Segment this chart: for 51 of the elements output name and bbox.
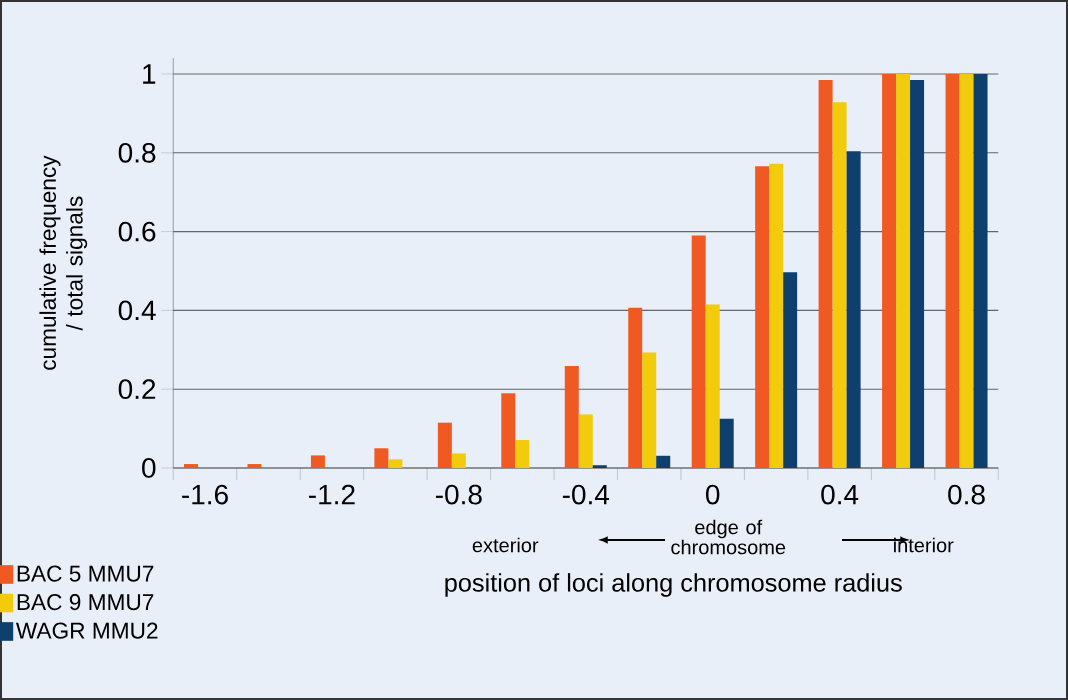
text: interior: [894, 537, 954, 553]
bar: [755, 166, 770, 468]
x-axis-title: position of loci along chromosome radius: [445, 573, 902, 597]
x-tick-label: -1.6: [182, 484, 228, 505]
y-tick-label: 0.6: [118, 221, 156, 242]
bar: [818, 79, 833, 468]
bar: [388, 459, 403, 468]
x-tick-label: 0.4: [821, 484, 859, 505]
bar: [515, 440, 530, 468]
bar: [628, 307, 643, 468]
y-tick-label: 0: [142, 458, 156, 478]
bar: [910, 79, 925, 468]
bar: [769, 163, 784, 468]
bar: [945, 73, 960, 468]
x-tick-label: -0.4: [562, 484, 610, 505]
text: exterior: [472, 537, 539, 553]
bar: [247, 464, 262, 468]
bar: [719, 418, 734, 468]
y-axis-title: cumulative frequency / total signals: [39, 155, 88, 370]
bar: [184, 464, 199, 468]
bar: [705, 304, 720, 468]
y-tick-label: 0.8: [118, 142, 156, 163]
y-tick-label: 0.2: [118, 379, 156, 400]
bar: [832, 102, 847, 468]
bar: [310, 455, 325, 468]
y-tick-label: 1: [143, 64, 156, 84]
bar: [882, 73, 897, 468]
x-tick-label: -1.2: [309, 484, 355, 505]
bar: [959, 73, 974, 468]
y-tick-label: 0.4: [118, 300, 156, 321]
legend-label: BAC 9 MMU7: [17, 594, 154, 611]
bar: [592, 465, 607, 468]
bar: [374, 448, 389, 468]
legend-label: BAC 5 MMU7: [17, 565, 154, 582]
legend-label: WAGR MMU2: [15, 622, 158, 639]
bar: [783, 272, 798, 468]
x-tick-label: 0.8: [948, 484, 985, 505]
bar: [642, 352, 657, 468]
bar: [973, 73, 988, 468]
bar: [564, 365, 579, 468]
text: edge of chromosome: [671, 519, 786, 555]
bar: [656, 455, 671, 468]
bar: [896, 73, 911, 468]
bar: [691, 235, 706, 468]
bar: [501, 393, 516, 468]
bar: [578, 414, 593, 468]
bar: [437, 422, 452, 468]
bar: [846, 151, 861, 468]
bar: [451, 453, 466, 468]
x-tick-label: -0.8: [435, 484, 482, 505]
x-tick-label: 0: [705, 484, 720, 505]
